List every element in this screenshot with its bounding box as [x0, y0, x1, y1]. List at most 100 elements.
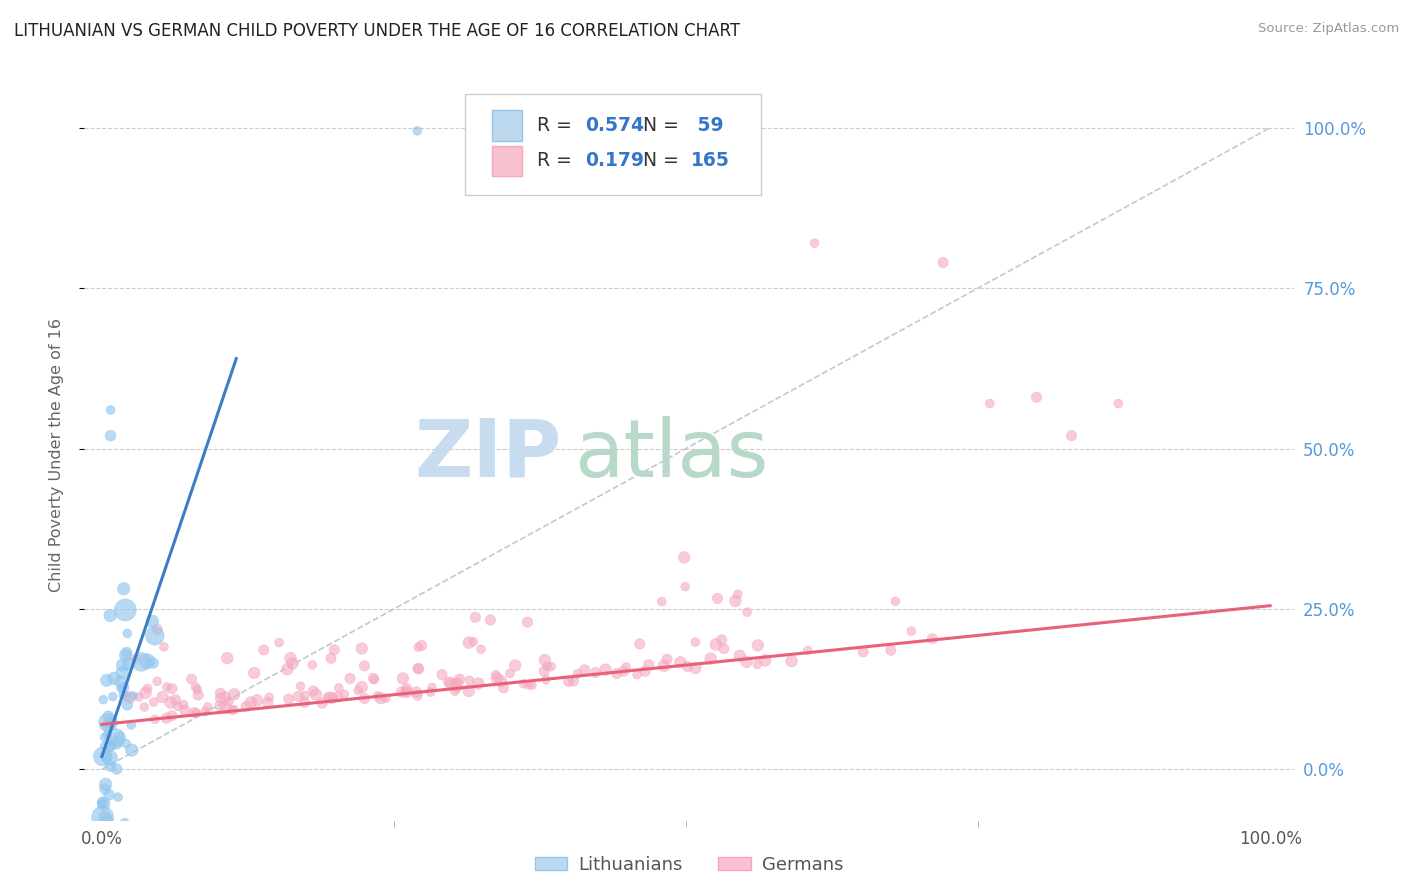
Point	[221, 703, 243, 717]
Point	[117, 626, 139, 640]
Point	[735, 655, 758, 669]
Point	[100, 739, 122, 753]
Point	[728, 648, 751, 663]
Point	[103, 671, 125, 685]
Point	[91, 692, 114, 706]
Point	[302, 684, 325, 698]
Point	[96, 673, 118, 688]
Point	[395, 685, 418, 699]
Point	[492, 681, 515, 695]
Point	[328, 681, 350, 695]
Point	[94, 782, 117, 797]
Point	[350, 680, 373, 694]
Point	[280, 651, 302, 665]
Point	[142, 656, 165, 670]
Point	[246, 693, 269, 707]
Point	[187, 688, 209, 702]
Point	[305, 688, 328, 702]
Point	[301, 657, 323, 672]
Point	[257, 690, 280, 705]
Point	[114, 603, 136, 617]
Point	[111, 665, 134, 680]
Text: LITHUANIAN VS GERMAN CHILD POVERTY UNDER THE AGE OF 16 CORRELATION CHART: LITHUANIAN VS GERMAN CHILD POVERTY UNDER…	[14, 22, 740, 40]
Point	[141, 615, 163, 629]
Point	[160, 708, 183, 723]
Point	[121, 743, 143, 757]
Point	[96, 814, 118, 828]
Point	[534, 653, 557, 667]
Point	[533, 665, 555, 679]
Point	[172, 698, 194, 712]
Point	[444, 677, 467, 691]
Point	[567, 666, 589, 681]
Point	[673, 580, 696, 594]
Text: N =: N =	[643, 152, 685, 170]
Point	[180, 672, 202, 686]
Point	[167, 699, 190, 714]
Point	[503, 658, 526, 673]
Point	[534, 673, 557, 687]
Point	[406, 124, 429, 138]
Point	[406, 640, 429, 655]
Point	[595, 663, 617, 677]
Point	[652, 658, 675, 673]
Text: 59: 59	[692, 116, 724, 136]
Point	[294, 688, 316, 702]
Point	[100, 739, 122, 753]
Point	[419, 685, 441, 699]
Point	[146, 622, 169, 636]
Point	[97, 718, 120, 732]
Point	[209, 690, 232, 705]
Point	[174, 703, 197, 717]
Point	[155, 711, 177, 725]
Point	[574, 663, 596, 677]
Point	[704, 637, 727, 651]
Text: R =: R =	[537, 152, 578, 170]
Point	[333, 687, 356, 701]
Point	[186, 682, 208, 697]
Point	[107, 790, 129, 805]
Point	[485, 667, 508, 681]
Point	[105, 731, 128, 745]
Point	[110, 681, 132, 696]
Point	[108, 731, 131, 745]
Point	[880, 643, 903, 657]
Point	[979, 396, 1001, 410]
Point	[235, 699, 257, 714]
Point	[183, 706, 205, 720]
Point	[96, 820, 118, 834]
Point	[160, 681, 183, 696]
Point	[101, 690, 124, 704]
Point	[440, 676, 463, 690]
Point	[322, 691, 344, 706]
Point	[117, 657, 139, 671]
Point	[411, 639, 433, 653]
Point	[512, 677, 534, 691]
Point	[97, 709, 120, 723]
Point	[239, 696, 262, 710]
Point	[747, 657, 769, 672]
Point	[276, 662, 298, 676]
Point	[129, 655, 152, 669]
Point	[114, 648, 136, 663]
Point	[797, 643, 820, 657]
Point	[311, 696, 333, 710]
Point	[146, 674, 169, 689]
Point	[446, 676, 468, 690]
Point	[626, 667, 648, 681]
Point	[136, 654, 159, 668]
Point	[118, 690, 141, 705]
Point	[932, 255, 955, 269]
Point	[520, 678, 543, 692]
Point	[94, 749, 117, 764]
Point	[395, 685, 418, 699]
Point	[363, 671, 385, 685]
Point	[676, 659, 699, 673]
Point	[134, 700, 156, 714]
Point	[405, 685, 427, 699]
Point	[136, 681, 159, 696]
Point	[370, 691, 392, 706]
Point	[406, 661, 429, 675]
Point	[197, 700, 219, 714]
Point	[120, 718, 142, 732]
